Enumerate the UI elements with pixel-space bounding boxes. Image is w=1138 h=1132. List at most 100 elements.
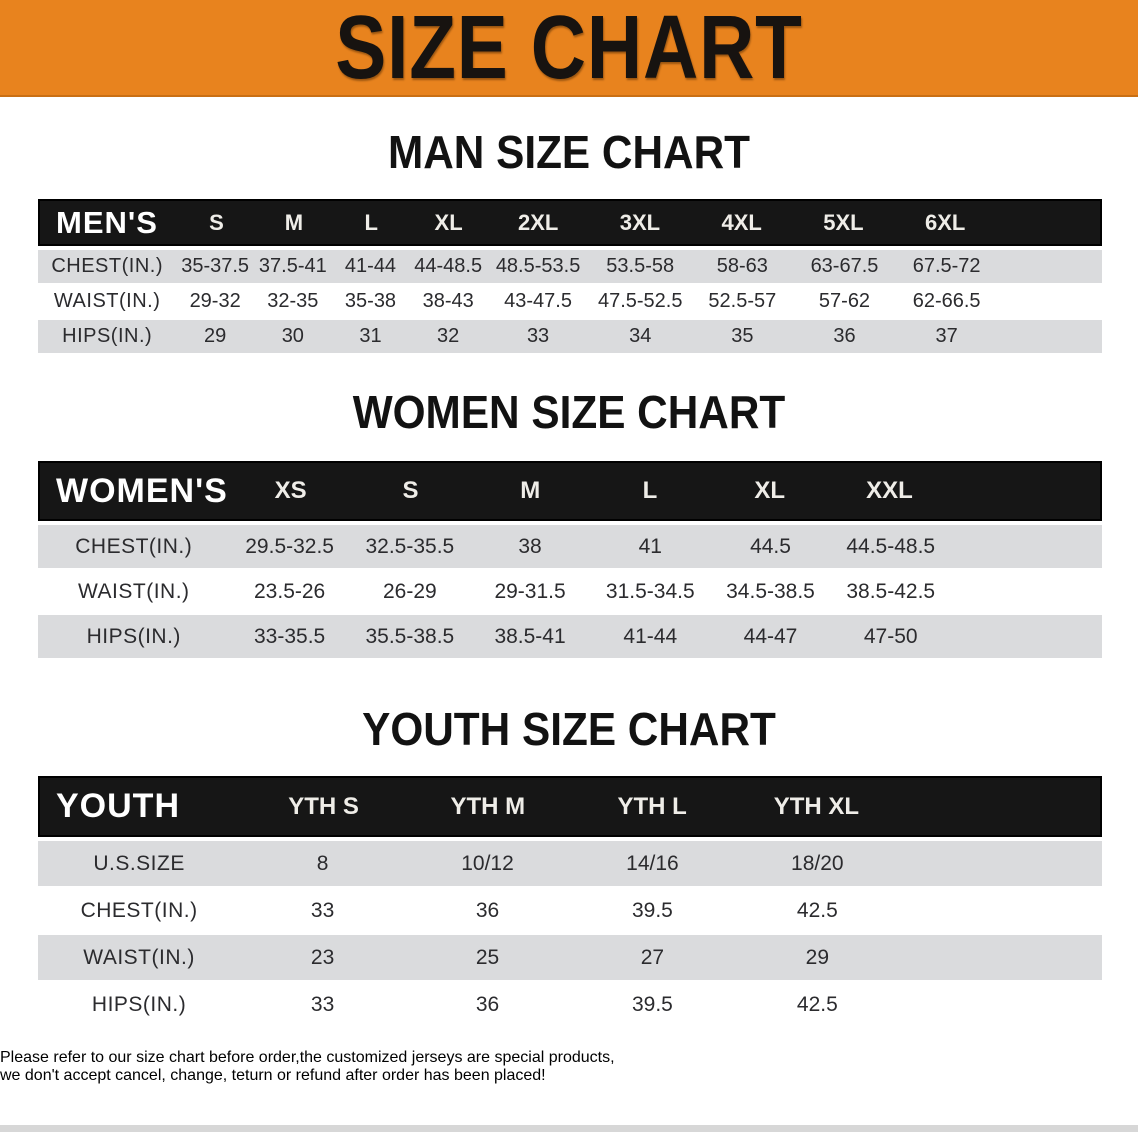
disclaimer-line-2: we don't accept cancel, change, teturn o…	[0, 1067, 546, 1084]
size-header-cell: 3XL	[619, 209, 661, 235]
size-header-cell: YTH S	[288, 792, 359, 820]
row-label-cell: HIPS(IN.)	[62, 325, 153, 347]
measurement-row: HIPS(IN.) 29 30 31 32 33 34 35 36 37	[38, 320, 1102, 353]
value-cell: 47.5-52.5	[597, 290, 683, 312]
value-cell: 39.5	[631, 992, 673, 1016]
row-label-cell: WAIST(IN.)	[77, 579, 190, 603]
row-label-cell: HIPS(IN.)	[91, 992, 187, 1016]
value-cell: 53.5-58	[606, 255, 675, 277]
value-cell: 44.5	[750, 534, 791, 558]
size-header-cell: M	[284, 209, 304, 235]
value-cell: 41	[638, 534, 662, 558]
value-cell: 44-47	[743, 624, 798, 648]
value-cell: 43-47.5	[504, 290, 572, 312]
youth-size-table: YOUTH YTH S YTH M YTH L YTH XL U.S.SIZE 8 10/12…	[38, 776, 1102, 1027]
value-cell: 63-67.5	[810, 255, 879, 277]
table-header-row: WOMEN'S XS S M L XL XXL	[38, 461, 1102, 521]
value-cell: 38	[518, 534, 542, 558]
size-header-cell: L	[642, 477, 658, 504]
value-cell: 44.5-48.5	[846, 534, 936, 558]
table-body: U.S.SIZE 8 10/12 14/16 18/20 CHEST(IN.) 33 36 39…	[38, 841, 1102, 1027]
size-header-cell: 2XL	[517, 209, 559, 235]
value-cell: 25	[475, 945, 500, 969]
value-cell: 47-50	[863, 624, 918, 648]
size-header-cell: YTH M	[450, 792, 526, 820]
size-header-cell: S	[209, 209, 224, 235]
measurement-row: CHEST(IN.) 35-37.5 37.5-41 41-44 44-48.5 48.5…	[38, 250, 1102, 283]
measurement-row: HIPS(IN.) 33-35.5 35.5-38.5 38.5-41 41-44 44-…	[38, 615, 1102, 658]
value-cell: 36	[833, 325, 856, 347]
row-label-cell: WAIST(IN.)	[53, 290, 161, 312]
table-title-cell: WOMEN'S	[56, 471, 228, 510]
value-cell: 42.5	[796, 898, 838, 922]
value-cell: 32	[437, 325, 460, 347]
value-cell: 58-63	[716, 255, 768, 277]
value-cell: 35.5-38.5	[365, 624, 455, 648]
man-size-chart-heading: MAN SIZE CHART	[387, 126, 751, 178]
size-header-cell: S	[402, 477, 419, 504]
value-cell: 34.5-38.5	[726, 579, 815, 603]
value-cell: 57-62	[818, 290, 871, 312]
women-size-table: WOMEN'S XS S M L XL XXL CHEST(IN.) 29.5-32.5 32.5…	[38, 461, 1102, 658]
value-cell: 27	[640, 945, 665, 969]
table-title-cell: MEN'S	[56, 204, 158, 240]
size-header-cell: 5XL	[823, 209, 864, 235]
measurement-row: U.S.SIZE 8 10/12 14/16 18/20	[38, 841, 1102, 886]
value-cell: 36	[475, 992, 500, 1016]
size-header-cell: YTH L	[617, 792, 687, 820]
value-cell: 29	[805, 945, 829, 969]
value-cell: 32.5-35.5	[365, 534, 455, 558]
value-cell: 42.5	[796, 992, 838, 1016]
women-size-chart-heading: WOMEN SIZE CHART	[352, 386, 786, 438]
value-cell: 38.5-41	[494, 624, 566, 648]
value-cell: 33	[526, 325, 550, 347]
youth-size-chart-heading: YOUTH SIZE CHART	[362, 703, 776, 755]
value-cell: 36	[475, 898, 500, 922]
size-header-cell: XXL	[866, 477, 913, 504]
value-cell: 23	[310, 945, 335, 969]
row-label-cell: CHEST(IN.)	[75, 534, 193, 558]
value-cell: 18/20	[791, 851, 844, 875]
value-cell: 41-44	[344, 255, 397, 277]
size-header-cell: XS	[274, 477, 307, 504]
value-cell: 29-32	[189, 290, 241, 312]
row-label-cell: CHEST(IN.)	[51, 255, 163, 277]
value-cell: 39.5	[631, 898, 673, 922]
measurement-row: HIPS(IN.) 33 36 39.5 42.5	[38, 982, 1102, 1027]
value-cell: 31	[359, 325, 382, 347]
value-cell: 35-38	[344, 290, 397, 312]
value-cell: 35	[731, 325, 754, 347]
value-cell: 33	[310, 898, 335, 922]
value-cell: 37	[935, 325, 958, 347]
value-cell: 62-66.5	[912, 290, 981, 312]
banner-title: SIZE CHART	[335, 0, 803, 98]
men-size-table: MEN'S S M L XL 2XL 3XL 4XL 5XL 6XL CHEST(IN.) 35-37…	[38, 199, 1102, 353]
row-label-cell: U.S.SIZE	[93, 851, 185, 875]
value-cell: 52.5-57	[708, 290, 777, 312]
value-cell: 26-29	[382, 579, 437, 603]
value-cell: 48.5-53.5	[495, 255, 581, 277]
table-header-row: YOUTH YTH S YTH M YTH L YTH XL	[38, 776, 1102, 837]
value-cell: 38.5-42.5	[846, 579, 936, 603]
value-cell: 34	[629, 325, 652, 347]
size-header-cell: XL	[434, 209, 463, 235]
value-cell: 14/16	[626, 851, 679, 875]
measurement-row: WAIST(IN.) 29-32 32-35 35-38 38-43 43-47.5 47.…	[38, 285, 1102, 318]
value-cell: 30	[281, 325, 304, 347]
row-label-cell: CHEST(IN.)	[80, 898, 198, 922]
value-cell: 29-31.5	[494, 579, 566, 603]
value-cell: 33	[310, 992, 335, 1016]
table-header-row: MEN'S S M L XL 2XL 3XL 4XL 5XL 6XL	[38, 199, 1102, 246]
size-chart-banner: SIZE CHART	[0, 0, 1138, 97]
size-header-cell: XL	[754, 477, 786, 504]
value-cell: 33-35.5	[254, 624, 326, 648]
size-header-cell: L	[364, 209, 378, 235]
value-cell: 31.5-34.5	[605, 579, 695, 603]
measurement-row: WAIST(IN.) 23.5-26 26-29 29-31.5 31.5-34.5 34…	[38, 570, 1102, 613]
size-header-cell: YTH XL	[773, 792, 860, 820]
disclaimer-line-1: Please refer to our size chart before or…	[0, 1049, 615, 1066]
row-label-cell: HIPS(IN.)	[86, 624, 181, 648]
value-cell: 8	[316, 851, 329, 875]
measurement-row: CHEST(IN.) 29.5-32.5 32.5-35.5 38 41 44.5 44.5…	[38, 525, 1102, 568]
bottom-edge-strip	[0, 1125, 1138, 1132]
